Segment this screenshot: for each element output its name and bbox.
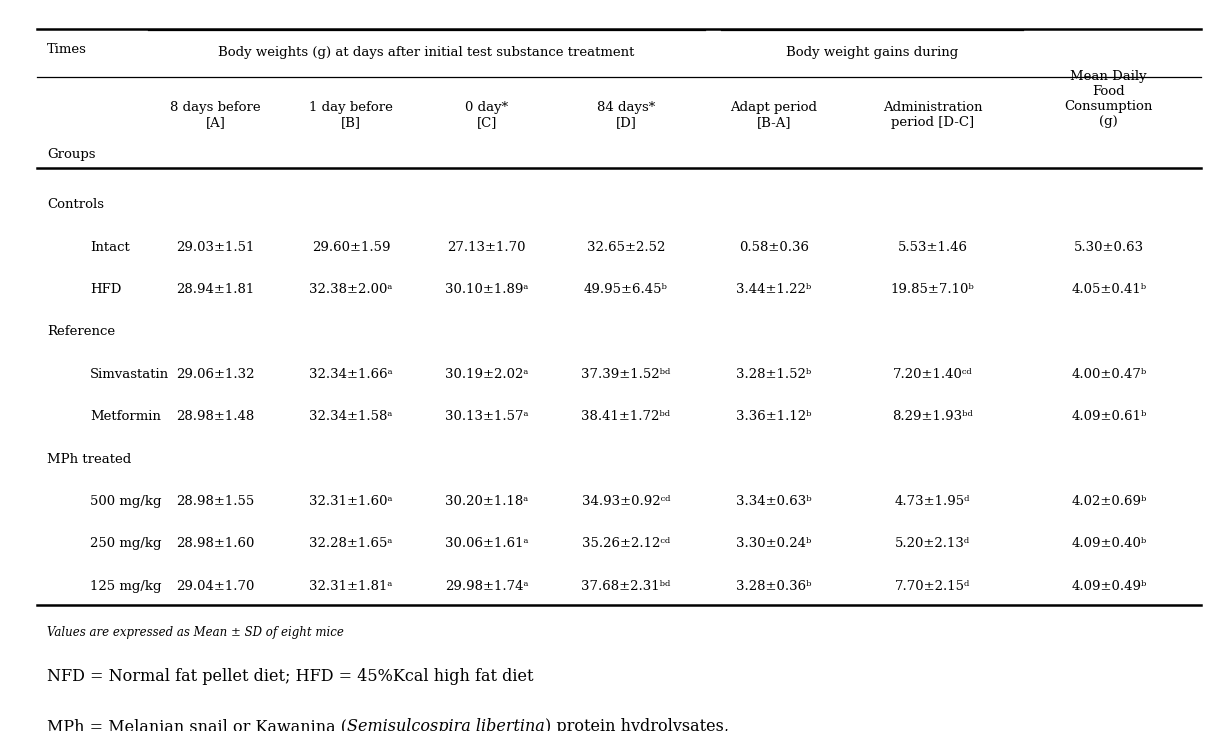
Text: Mean Daily
Food
Consumption
(g): Mean Daily Food Consumption (g) bbox=[1064, 69, 1153, 128]
Text: Metformin: Metformin bbox=[90, 410, 161, 423]
Text: MPh treated: MPh treated bbox=[47, 452, 131, 466]
Text: 250 mg/kg: 250 mg/kg bbox=[90, 537, 161, 550]
Text: 27.13±1.70: 27.13±1.70 bbox=[447, 240, 526, 254]
Text: 8 days before
[A]: 8 days before [A] bbox=[170, 101, 261, 129]
Text: NFD = Normal fat pellet diet; HFD = 45%Kcal high fat diet: NFD = Normal fat pellet diet; HFD = 45%K… bbox=[47, 668, 533, 685]
Text: 4.05±0.41ᵇ: 4.05±0.41ᵇ bbox=[1072, 283, 1146, 296]
Text: Intact: Intact bbox=[90, 240, 129, 254]
Text: 34.93±0.92ᶜᵈ: 34.93±0.92ᶜᵈ bbox=[582, 495, 670, 508]
Text: Reference: Reference bbox=[47, 325, 115, 338]
Text: 84 days*
[D]: 84 days* [D] bbox=[596, 101, 655, 129]
Text: 7.70±2.15ᵈ: 7.70±2.15ᵈ bbox=[894, 580, 971, 593]
Text: 0 day*
[C]: 0 day* [C] bbox=[464, 101, 509, 129]
Text: 29.98±1.74ᵃ: 29.98±1.74ᵃ bbox=[445, 580, 529, 593]
Text: 30.10±1.89ᵃ: 30.10±1.89ᵃ bbox=[445, 283, 529, 296]
Text: Simvastatin: Simvastatin bbox=[90, 368, 169, 381]
Text: Values are expressed as Mean ± SD of eight mice: Values are expressed as Mean ± SD of eig… bbox=[47, 626, 344, 639]
Text: 28.98±1.55: 28.98±1.55 bbox=[176, 495, 255, 508]
Text: 125 mg/kg: 125 mg/kg bbox=[90, 580, 161, 593]
Text: 28.94±1.81: 28.94±1.81 bbox=[176, 283, 255, 296]
Text: 3.34±0.63ᵇ: 3.34±0.63ᵇ bbox=[736, 495, 812, 508]
Text: 32.65±2.52: 32.65±2.52 bbox=[586, 240, 665, 254]
Text: Controls: Controls bbox=[47, 198, 103, 211]
Text: 30.13±1.57ᵃ: 30.13±1.57ᵃ bbox=[445, 410, 529, 423]
Text: 1 day before
[B]: 1 day before [B] bbox=[309, 101, 393, 129]
Text: 3.30±0.24ᵇ: 3.30±0.24ᵇ bbox=[736, 537, 812, 550]
Text: Body weights (g) at days after initial test substance treatment: Body weights (g) at days after initial t… bbox=[218, 47, 634, 59]
Text: 30.20±1.18ᵃ: 30.20±1.18ᵃ bbox=[445, 495, 529, 508]
Text: 38.41±1.72ᵇᵈ: 38.41±1.72ᵇᵈ bbox=[582, 410, 670, 423]
Text: 32.34±1.66ᵃ: 32.34±1.66ᵃ bbox=[309, 368, 393, 381]
Text: Groups: Groups bbox=[47, 148, 95, 162]
Text: 5.20±2.13ᵈ: 5.20±2.13ᵈ bbox=[896, 537, 970, 550]
Text: 49.95±6.45ᵇ: 49.95±6.45ᵇ bbox=[584, 283, 668, 296]
Text: 7.20±1.40ᶜᵈ: 7.20±1.40ᶜᵈ bbox=[893, 368, 972, 381]
Text: 29.03±1.51: 29.03±1.51 bbox=[176, 240, 255, 254]
Text: 500 mg/kg: 500 mg/kg bbox=[90, 495, 161, 508]
Text: 5.53±1.46: 5.53±1.46 bbox=[898, 240, 967, 254]
Text: 29.60±1.59: 29.60±1.59 bbox=[312, 240, 391, 254]
Text: 37.39±1.52ᵇᵈ: 37.39±1.52ᵇᵈ bbox=[582, 368, 670, 381]
Text: ) protein hydrolysates,: ) protein hydrolysates, bbox=[545, 718, 728, 731]
Text: 29.04±1.70: 29.04±1.70 bbox=[176, 580, 255, 593]
Text: 32.31±1.81ᵃ: 32.31±1.81ᵃ bbox=[309, 580, 393, 593]
Text: 32.38±2.00ᵃ: 32.38±2.00ᵃ bbox=[309, 283, 393, 296]
Text: HFD: HFD bbox=[90, 283, 121, 296]
Text: 4.09±0.61ᵇ: 4.09±0.61ᵇ bbox=[1071, 410, 1147, 423]
Text: 4.00±0.47ᵇ: 4.00±0.47ᵇ bbox=[1071, 368, 1147, 381]
Text: Times: Times bbox=[47, 43, 86, 56]
Text: 3.44±1.22ᵇ: 3.44±1.22ᵇ bbox=[736, 283, 812, 296]
Text: Adapt period
[B-A]: Adapt period [B-A] bbox=[731, 101, 817, 129]
Text: 37.68±2.31ᵇᵈ: 37.68±2.31ᵇᵈ bbox=[582, 580, 670, 593]
Text: 32.31±1.60ᵃ: 32.31±1.60ᵃ bbox=[309, 495, 393, 508]
Text: 5.30±0.63: 5.30±0.63 bbox=[1074, 240, 1143, 254]
Text: Administration
period [D-C]: Administration period [D-C] bbox=[883, 101, 982, 129]
Text: 32.28±1.65ᵃ: 32.28±1.65ᵃ bbox=[309, 537, 393, 550]
Text: 35.26±2.12ᶜᵈ: 35.26±2.12ᶜᵈ bbox=[582, 537, 670, 550]
Text: 28.98±1.48: 28.98±1.48 bbox=[176, 410, 255, 423]
Text: 0.58±0.36: 0.58±0.36 bbox=[739, 240, 808, 254]
Text: Body weight gains during: Body weight gains during bbox=[786, 47, 957, 59]
Text: 30.06±1.61ᵃ: 30.06±1.61ᵃ bbox=[445, 537, 529, 550]
Text: 30.19±2.02ᵃ: 30.19±2.02ᵃ bbox=[445, 368, 529, 381]
Text: 28.98±1.60: 28.98±1.60 bbox=[176, 537, 255, 550]
Text: MPh = Melanian snail or Kawanina (: MPh = Melanian snail or Kawanina ( bbox=[47, 718, 347, 731]
Text: 4.02±0.69ᵇ: 4.02±0.69ᵇ bbox=[1071, 495, 1147, 508]
Text: 8.29±1.93ᵇᵈ: 8.29±1.93ᵇᵈ bbox=[892, 410, 973, 423]
Text: 3.28±0.36ᵇ: 3.28±0.36ᵇ bbox=[736, 580, 812, 593]
Text: 29.06±1.32: 29.06±1.32 bbox=[176, 368, 255, 381]
Text: 4.09±0.40ᵇ: 4.09±0.40ᵇ bbox=[1071, 537, 1147, 550]
Text: 4.09±0.49ᵇ: 4.09±0.49ᵇ bbox=[1071, 580, 1147, 593]
Text: 3.36±1.12ᵇ: 3.36±1.12ᵇ bbox=[736, 410, 812, 423]
Text: 3.28±1.52ᵇ: 3.28±1.52ᵇ bbox=[736, 368, 812, 381]
Text: 4.73±1.95ᵈ: 4.73±1.95ᵈ bbox=[894, 495, 971, 508]
Text: 19.85±7.10ᵇ: 19.85±7.10ᵇ bbox=[891, 283, 975, 296]
Text: 32.34±1.58ᵃ: 32.34±1.58ᵃ bbox=[309, 410, 393, 423]
Text: Semisulcospira libertina: Semisulcospira libertina bbox=[347, 718, 545, 731]
